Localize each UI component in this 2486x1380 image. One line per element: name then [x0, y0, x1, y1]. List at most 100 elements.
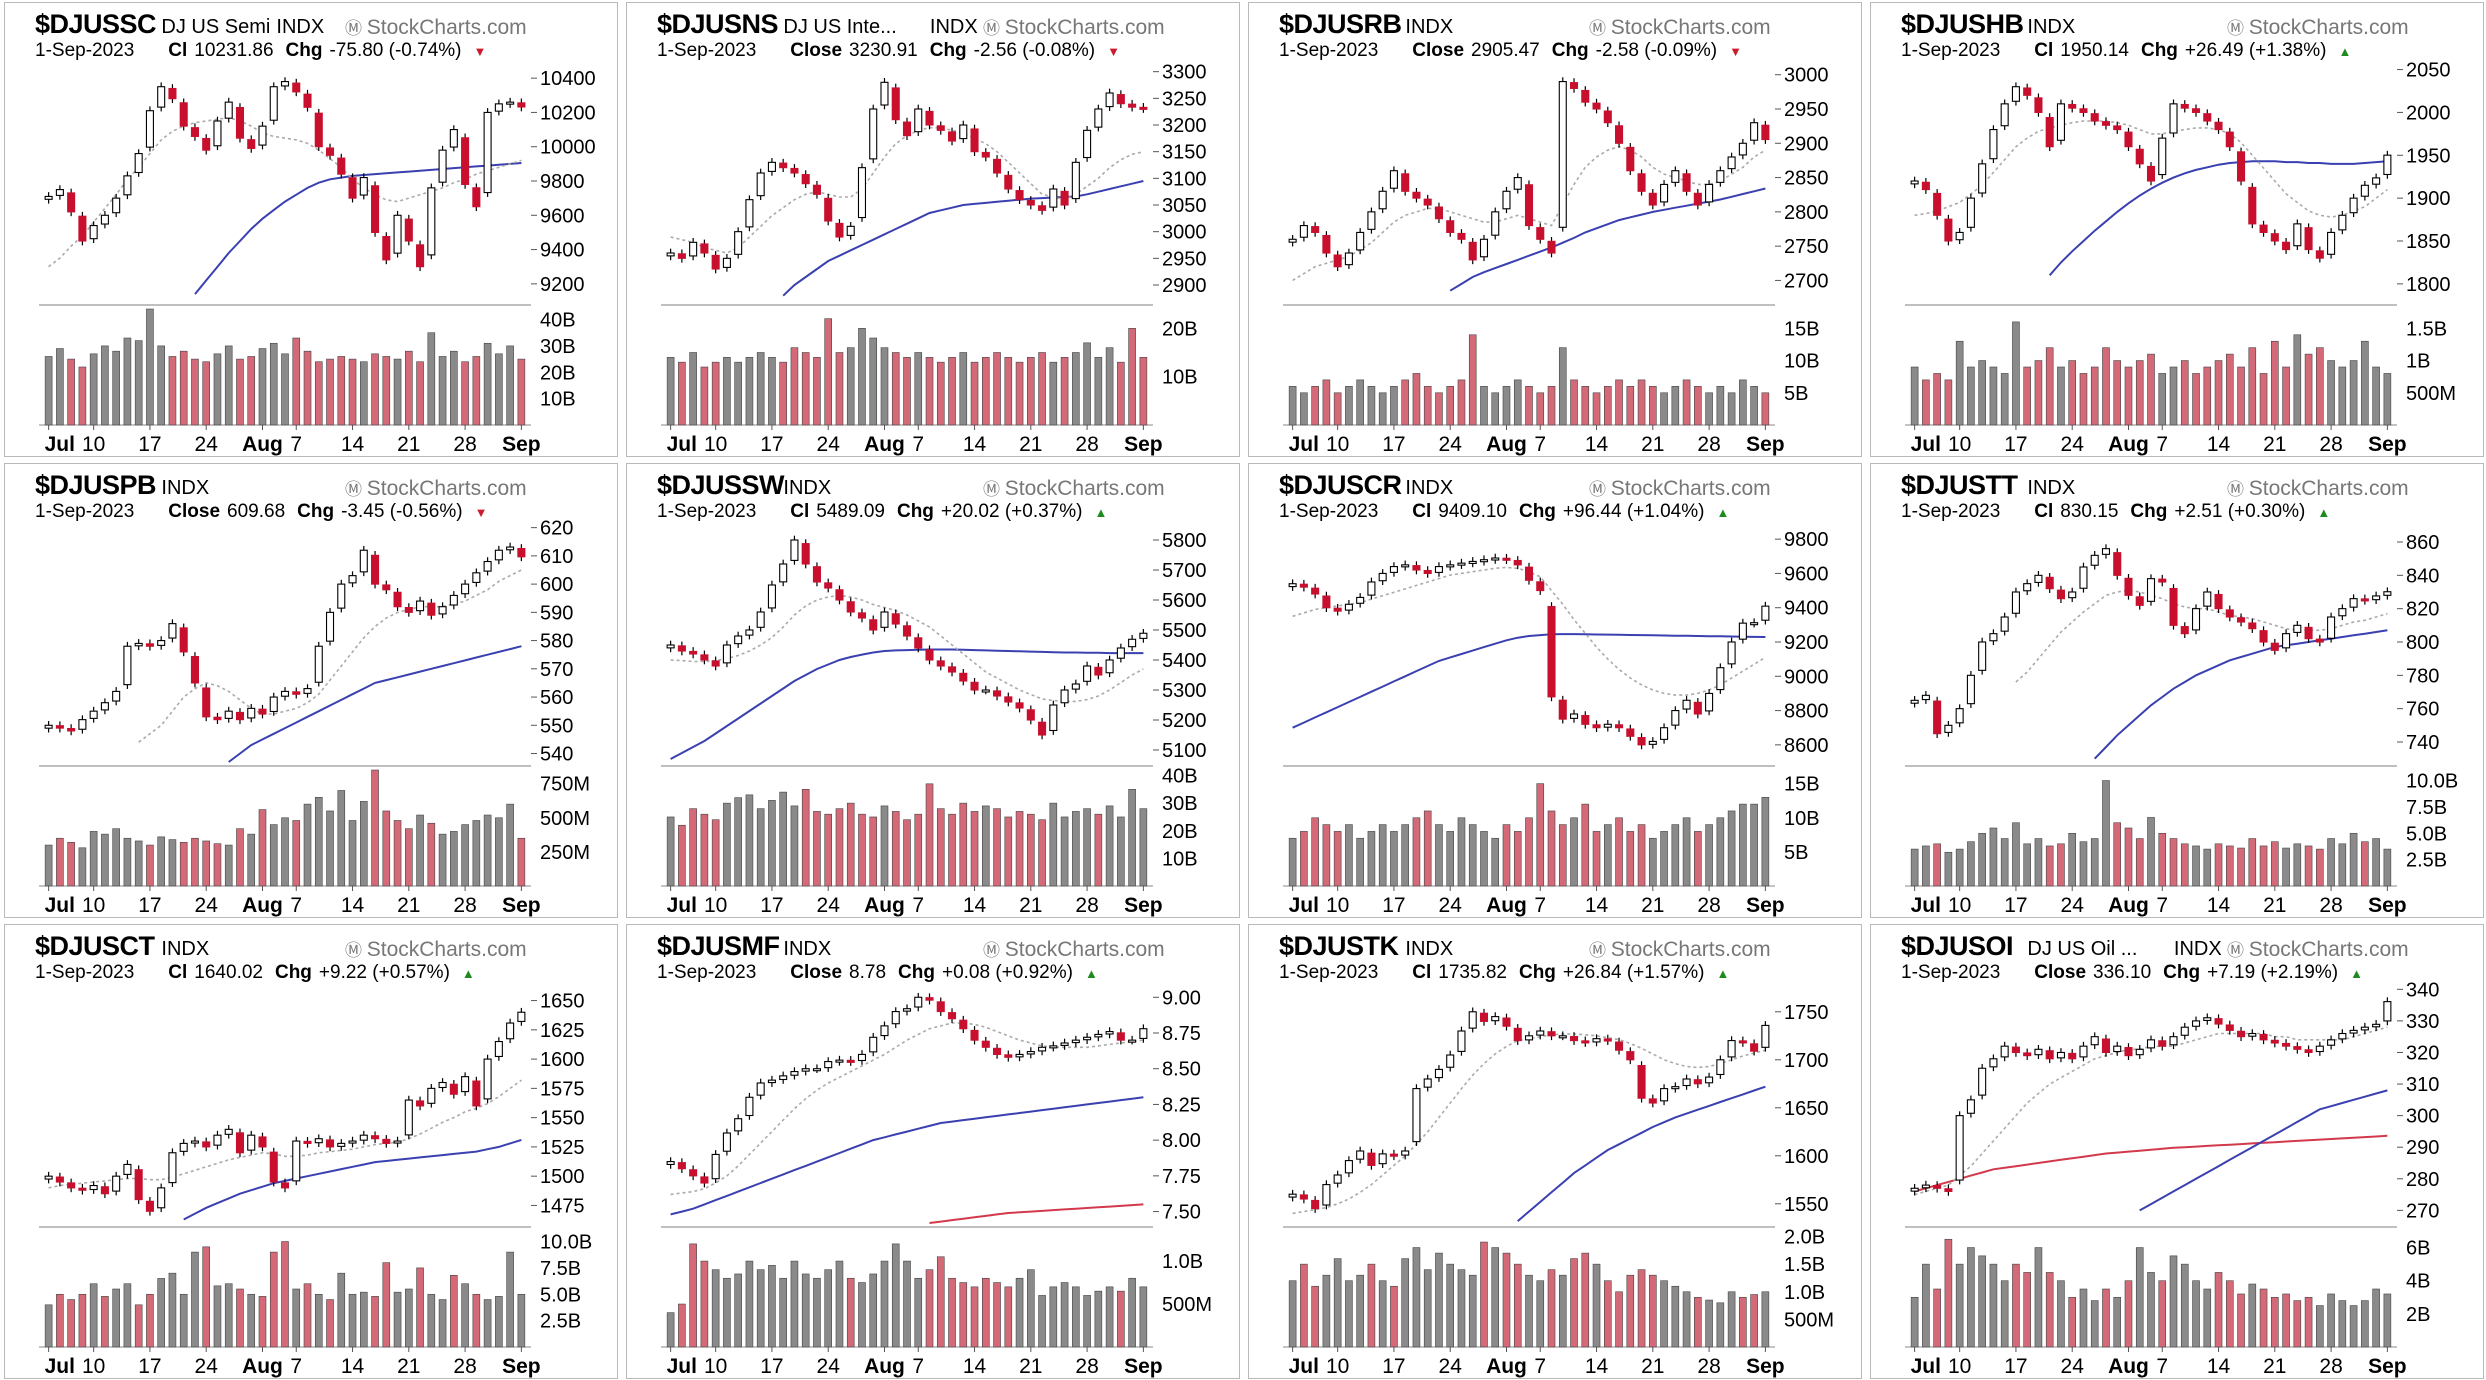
- volume-bar: [1727, 810, 1736, 887]
- exchange-label: INDX: [161, 477, 210, 499]
- volume-tick-label: 500M: [2406, 383, 2456, 405]
- y-tick-label: 1575: [540, 1078, 585, 1100]
- candle: [2113, 121, 2122, 134]
- candle-body: [824, 582, 833, 589]
- x-tick-label: 7: [2156, 1355, 2168, 1378]
- candle-body: [711, 254, 720, 270]
- candle-body: [2282, 1042, 2291, 1047]
- y-tick-label: 760: [2406, 699, 2439, 721]
- volume-tick-label: 2B: [2406, 1304, 2430, 1326]
- candle: [1536, 1026, 1545, 1040]
- x-tick-label: 24: [1439, 1355, 1463, 1378]
- candle-body: [2191, 108, 2201, 113]
- candle-body: [134, 1169, 143, 1201]
- candle: [902, 621, 912, 641]
- volume-bar: [982, 1277, 990, 1348]
- candle-body: [292, 1140, 301, 1182]
- price-label: Close: [790, 962, 843, 983]
- quote-date: 1-Sep-2023: [1901, 962, 2001, 983]
- volume-bar: [1944, 379, 1953, 426]
- copyright-icon: Ⓜ: [1589, 941, 1611, 960]
- volume-bar: [813, 357, 821, 426]
- volume-bar: [1083, 808, 1091, 887]
- candle: [1038, 1042, 1047, 1056]
- candle: [1060, 685, 1069, 708]
- copyright-icon: Ⓜ: [345, 941, 367, 960]
- volume-bar: [779, 1277, 787, 1348]
- volume-bar: [269, 1251, 278, 1348]
- volume-bar: [2304, 1296, 2313, 1348]
- volume-bar: [134, 840, 143, 887]
- volume-bar: [236, 1288, 244, 1348]
- candle: [1299, 579, 1308, 592]
- volume-bar: [213, 1285, 222, 1348]
- candle: [2090, 551, 2099, 570]
- candle: [280, 687, 290, 701]
- quote-date: 1-Sep-2023: [657, 501, 757, 522]
- candle: [483, 108, 492, 197]
- candle: [1479, 1008, 1489, 1026]
- x-tick-label: Sep: [502, 894, 541, 917]
- x-tick-label: 17: [2004, 1355, 2027, 1378]
- volume-bar: [67, 358, 75, 426]
- candle-body: [835, 589, 844, 601]
- chart-panel: $DJUSCT INDX Ⓜ StockCharts.com 1-Sep-2023 Cl…: [4, 924, 618, 1379]
- x-tick-label: 10: [1948, 894, 1971, 917]
- candle: [292, 78, 301, 97]
- candle-body: [1083, 1036, 1092, 1041]
- candle-body: [700, 243, 709, 254]
- candle-body: [483, 560, 492, 572]
- candle: [1513, 173, 1522, 194]
- volume-bar: [1322, 1274, 1331, 1348]
- candle: [494, 545, 503, 565]
- candle-body: [325, 1139, 335, 1148]
- x-tick-label: 7: [912, 433, 924, 456]
- volume-bar: [1128, 328, 1136, 426]
- candle: [891, 1007, 900, 1029]
- volume-tick-label: 30B: [540, 336, 576, 358]
- volume-bar: [936, 1256, 945, 1348]
- watermark: Ⓜ StockCharts.com: [1589, 14, 1771, 40]
- candle: [67, 188, 76, 217]
- candle-body: [269, 86, 278, 121]
- candle-body: [382, 235, 391, 261]
- candle: [1356, 1146, 1365, 1164]
- x-tick-label: Sep: [2368, 894, 2407, 917]
- candle: [2191, 604, 2201, 635]
- volume-bar: [745, 1260, 754, 1348]
- volume-bar: [1311, 386, 1319, 426]
- volume-bar: [2180, 1263, 2189, 1348]
- price-label: Cl: [168, 40, 188, 61]
- volume-bar: [1727, 392, 1736, 426]
- x-tick-label: Sep: [1746, 433, 1785, 456]
- volume-bar: [2034, 360, 2043, 426]
- candle-body: [902, 625, 912, 637]
- exchange-label: INDX: [2027, 16, 2076, 38]
- candle-body: [1094, 666, 1103, 676]
- volume-bar: [2282, 366, 2290, 426]
- up-arrow-icon: ▲: [2350, 966, 2363, 981]
- candle: [1071, 679, 1080, 694]
- volume-bar: [134, 340, 143, 426]
- candle: [2282, 629, 2291, 653]
- x-tick-label: Sep: [1746, 894, 1785, 917]
- candle: [1603, 719, 1612, 732]
- candle-body: [1038, 205, 1047, 211]
- candle: [1547, 1027, 1556, 1041]
- candle-body: [846, 1059, 855, 1063]
- candle: [1682, 1074, 1691, 1090]
- candle: [1637, 733, 1646, 750]
- volume-bar: [1682, 817, 1691, 887]
- candle-body: [722, 1132, 731, 1152]
- y-tick-label: 290: [2406, 1137, 2439, 1159]
- candle-body: [1423, 198, 1432, 206]
- candle-body: [269, 1151, 278, 1183]
- x-tick-label: 10: [82, 433, 105, 456]
- x-tick-label: 14: [341, 433, 365, 456]
- candle: [2293, 219, 2302, 251]
- quote-line: 1-Sep-2023 Cl 5489.09 Chg +20.02 (+0.37%) ▲: [657, 501, 1107, 523]
- candle-body: [666, 1161, 675, 1166]
- candle-body: [2011, 86, 2020, 102]
- x-tick-label: 14: [341, 894, 365, 917]
- y-tick-label: 9400: [540, 240, 585, 262]
